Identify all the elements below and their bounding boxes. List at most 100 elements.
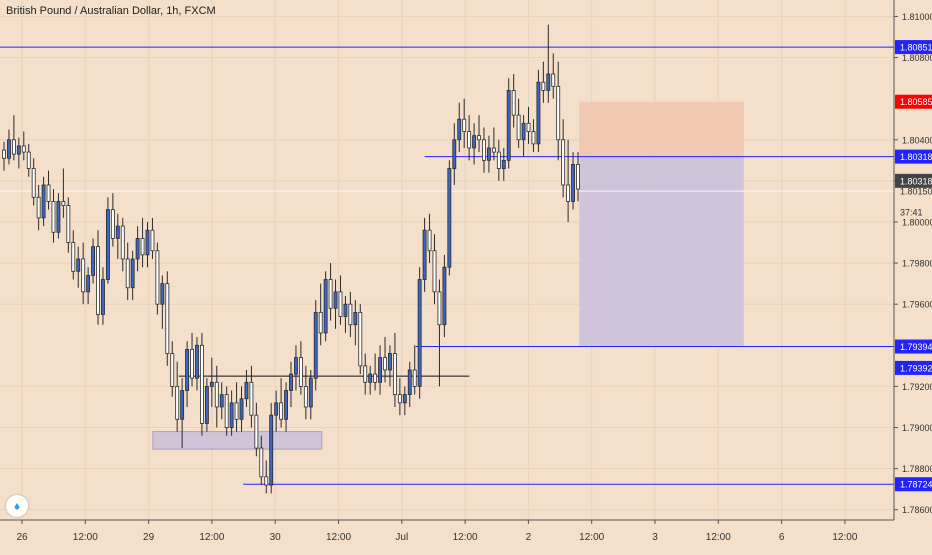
candle-body xyxy=(269,414,274,486)
candle-body xyxy=(338,291,343,317)
candle-body xyxy=(442,266,447,326)
candle-body xyxy=(298,357,303,387)
candle-body xyxy=(2,149,6,159)
candle-body xyxy=(175,386,180,420)
candle-body xyxy=(358,312,363,367)
price-tag-label: 1.80318 xyxy=(900,176,932,186)
candle-body xyxy=(249,381,254,416)
x-tick-label: 26 xyxy=(16,532,28,543)
y-tick-label: 1.79200 xyxy=(902,382,932,392)
candle-body xyxy=(546,73,551,91)
candle-body xyxy=(551,73,556,87)
candle-body xyxy=(115,225,120,239)
candles xyxy=(2,24,580,494)
candle-body xyxy=(31,168,36,198)
candle-body xyxy=(427,229,432,252)
candle-body xyxy=(86,275,91,293)
y-tick-label: 1.78600 xyxy=(902,505,932,515)
candle-body xyxy=(452,139,457,169)
candle-body xyxy=(254,414,259,449)
candle-body xyxy=(566,184,571,202)
candle-body xyxy=(333,291,338,309)
stop-loss-zone[interactable] xyxy=(579,101,744,157)
candle-body xyxy=(328,279,333,309)
chart-title: British Pound / Australian Dollar, 1h, F… xyxy=(6,5,216,17)
candle-body xyxy=(397,394,402,404)
candle-body xyxy=(294,357,298,375)
drawing-zones xyxy=(152,101,744,450)
x-tick-label: 29 xyxy=(143,532,155,543)
candle-body xyxy=(155,250,160,305)
candle-body xyxy=(224,394,229,428)
candle-body xyxy=(541,81,546,91)
candle-body xyxy=(308,377,313,408)
candle-body xyxy=(56,201,61,233)
candle-body xyxy=(467,131,472,149)
price-tag-label: 1.80585 xyxy=(900,97,932,107)
candle-body xyxy=(368,373,373,383)
candle-body xyxy=(46,184,51,202)
price-tag-label: 1.80150 xyxy=(900,187,932,197)
candle-body xyxy=(373,373,378,383)
candle-body xyxy=(412,369,417,387)
candle-body xyxy=(11,139,16,155)
time-axis[interactable]: 26 12:00 29 12:00 30 12:00 Jul 12:00 2 12:00 3 12:0… xyxy=(0,519,894,550)
candle-body xyxy=(383,357,387,371)
candle-body xyxy=(303,386,308,408)
candle-body xyxy=(561,139,566,186)
candle-body xyxy=(61,201,66,206)
x-tick-label: 12:00 xyxy=(326,532,351,543)
candle-body xyxy=(170,353,175,387)
price-tag-bg xyxy=(895,173,932,188)
candle-body xyxy=(318,312,323,334)
candle-body xyxy=(244,381,249,400)
candle-body xyxy=(130,258,135,289)
x-tick-label: 12:00 xyxy=(579,532,604,543)
candle-body xyxy=(486,147,491,161)
candle-body xyxy=(511,90,516,116)
price-tag-bg xyxy=(895,477,932,492)
price-tag-bg xyxy=(895,40,932,55)
candle-body xyxy=(521,122,526,141)
price-tag-label: 37:41 xyxy=(900,208,923,218)
candle-body xyxy=(388,353,392,371)
candle-body xyxy=(91,246,96,276)
candle-body xyxy=(501,159,506,169)
candle-body xyxy=(81,258,86,293)
candle-body xyxy=(204,386,209,424)
candle-body xyxy=(160,283,165,305)
time-axis-bg xyxy=(0,520,894,550)
candle-body xyxy=(402,394,407,404)
candle-body xyxy=(190,349,194,379)
candle-body xyxy=(417,279,422,387)
x-tick-label: 12:00 xyxy=(73,532,98,543)
y-tick-label: 1.80000 xyxy=(902,217,932,227)
take-profit-zone[interactable] xyxy=(579,156,744,347)
candle-body xyxy=(145,229,150,256)
x-tick-label: 3 xyxy=(652,532,658,543)
candle-body xyxy=(447,168,452,268)
candle-body xyxy=(363,365,368,383)
candle-body xyxy=(101,279,105,315)
candle-body xyxy=(343,303,348,317)
candle-body xyxy=(432,250,437,293)
grid xyxy=(0,0,894,520)
price-tag-label: 1.79394 xyxy=(900,342,932,352)
demand-zone-box[interactable] xyxy=(152,431,323,450)
price-axis[interactable]: 1.810001.808001.804001.802001.800001.798… xyxy=(893,0,932,550)
candle-body xyxy=(378,357,383,383)
x-tick-label: 12:00 xyxy=(706,532,731,543)
x-tick-label: Jul xyxy=(395,532,408,543)
candle-body xyxy=(185,349,190,391)
candle-body xyxy=(195,344,199,379)
tradingview-logo-icon[interactable] xyxy=(6,495,28,517)
candle-body xyxy=(16,145,21,155)
candle-body xyxy=(472,135,477,149)
candle-body xyxy=(209,381,214,387)
price-tag-bg xyxy=(895,149,932,164)
price-tag-label: 1.80318 xyxy=(900,152,932,162)
y-tick-label: 1.79000 xyxy=(902,423,932,433)
candle-body xyxy=(571,164,575,202)
candle-body xyxy=(576,164,580,190)
